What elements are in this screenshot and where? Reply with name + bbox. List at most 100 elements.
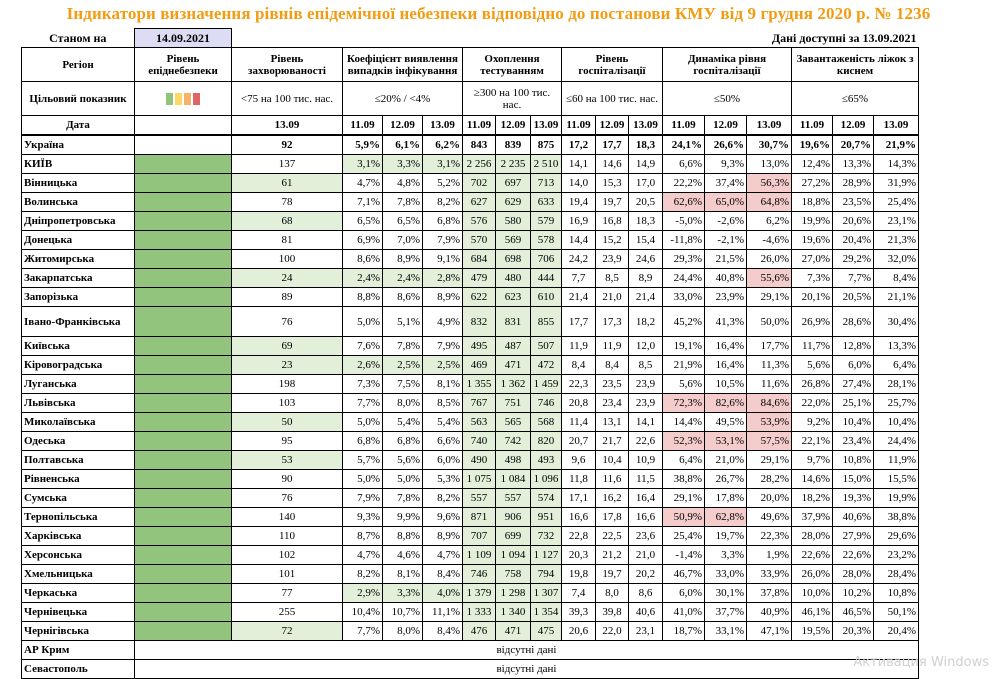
table-row: КИЇВ 137 3,1% 3,3% 3,1% 2 256 2 235 2 510 14,1 14… bbox=[21, 154, 919, 174]
testing-cell: 746 bbox=[462, 564, 496, 584]
hosp-dynamics-cell: 50,9% bbox=[662, 507, 705, 527]
hosp-dynamics-cell: 40,8% bbox=[704, 268, 747, 288]
table-row: Миколаївська 50 5,0% 5,4% 5,4% 563 565 568 11,4 1… bbox=[21, 412, 919, 432]
testing-cell: 742 bbox=[495, 431, 531, 451]
oxygen-cell: 37,9% bbox=[791, 507, 833, 527]
incidence-cell: 77 bbox=[231, 583, 343, 603]
hosp-cell: 8,4 bbox=[595, 355, 629, 375]
hosp-dynamics-cell: 56,3% bbox=[746, 173, 792, 193]
oxygen-cell: 23,4% bbox=[832, 431, 874, 451]
detection-cell: 4,7% bbox=[342, 545, 383, 565]
oxygen-cell: 26,9% bbox=[791, 306, 833, 337]
oxygen-cell: 20,6% bbox=[832, 211, 874, 231]
detection-cell: 11,1% bbox=[422, 602, 463, 622]
testing-cell: 557 bbox=[495, 488, 531, 508]
table-row: Львівська 103 7,7% 8,0% 8,5% 767 751 746 20,8 23,… bbox=[21, 393, 919, 413]
testing-cell: 472 bbox=[530, 355, 562, 375]
oxygen-cell: 13,3% bbox=[832, 154, 874, 174]
date-cell: 11.09 bbox=[342, 115, 383, 136]
detection-cell: 8,1% bbox=[422, 374, 463, 394]
detection-cell: 7,1% bbox=[342, 192, 383, 212]
hosp-cell: 24,6 bbox=[628, 249, 663, 269]
level-cell bbox=[134, 173, 232, 193]
hosp-cell: 11,5 bbox=[628, 469, 663, 489]
hosp-cell: 17,1 bbox=[561, 488, 596, 508]
testing-cell: 479 bbox=[462, 268, 496, 288]
incidence-cell: 102 bbox=[231, 545, 343, 565]
hosp-dynamics-cell: 37,4% bbox=[704, 173, 747, 193]
oxygen-cell: 46,1% bbox=[791, 602, 833, 622]
testing-cell: 576 bbox=[462, 211, 496, 231]
hosp-cell: 22,5 bbox=[595, 526, 629, 546]
hosp-dynamics-cell: 20,0% bbox=[746, 488, 792, 508]
target-hosp: ≤60 на 100 тис. нас. bbox=[561, 81, 663, 116]
region-name: Київська bbox=[21, 336, 135, 356]
table-row: Запорізька 89 8,8% 8,6% 8,9% 622 623 610 21,4 21,… bbox=[21, 287, 919, 307]
detection-cell: 8,4% bbox=[422, 621, 463, 641]
hosp-dynamics-cell: 84,6% bbox=[746, 393, 792, 413]
hosp-cell: 16,2 bbox=[595, 488, 629, 508]
level-swatch bbox=[166, 92, 173, 105]
hosp-cell: 22,8 bbox=[561, 526, 596, 546]
hosp-dynamics-cell: 23,9% bbox=[704, 287, 747, 307]
hosp-dynamics-cell: 37,8% bbox=[746, 583, 792, 603]
incidence-cell: 78 bbox=[231, 192, 343, 212]
oxygen-cell: 6,0% bbox=[832, 355, 874, 375]
testing-cell: 507 bbox=[530, 336, 562, 356]
incidence-cell: 137 bbox=[231, 154, 343, 174]
testing-cell: 1 459 bbox=[530, 374, 562, 394]
detection-cell: 7,3% bbox=[342, 374, 383, 394]
incidence-cell: 76 bbox=[231, 306, 343, 337]
detection-cell: 5,3% bbox=[422, 469, 463, 489]
hosp-cell: 39,8 bbox=[595, 602, 629, 622]
level-swatch bbox=[184, 92, 191, 105]
oxygen-cell: 21,1% bbox=[873, 287, 919, 307]
oxygen-cell: 19,9% bbox=[791, 211, 833, 231]
table-row: Чернігівська 72 7,7% 8,0% 8,4% 476 471 475 20,6 2… bbox=[21, 621, 919, 641]
hosp-cell: 22,3 bbox=[561, 374, 596, 394]
hosp-cell: 20,2 bbox=[628, 564, 663, 584]
oxygen-cell: 15,5% bbox=[873, 469, 919, 489]
hosp-dynamics-cell: 37,7% bbox=[704, 602, 747, 622]
oxygen-cell: 28,6% bbox=[832, 306, 874, 337]
region-name: Харківська bbox=[21, 526, 135, 546]
incidence-cell: 61 bbox=[231, 173, 343, 193]
level-cell bbox=[134, 431, 232, 451]
incidence-cell: 198 bbox=[231, 374, 343, 394]
hosp-dynamics-cell: 21,0% bbox=[704, 450, 747, 470]
hosp-cell: 11,6 bbox=[595, 469, 629, 489]
testing-cell: 565 bbox=[495, 412, 531, 432]
date-cell: 13.09 bbox=[530, 115, 562, 136]
target-label: Цільовий показник bbox=[21, 81, 135, 116]
testing-cell: 794 bbox=[530, 564, 562, 584]
hosp-dynamics-cell: 5,6% bbox=[662, 374, 705, 394]
detection-cell: 8,9% bbox=[382, 249, 423, 269]
hosp-dynamics-cell: 53,1% bbox=[704, 431, 747, 451]
testing-cell: 498 bbox=[495, 450, 531, 470]
oxygen-cell: 25,4% bbox=[873, 192, 919, 212]
hosp-cell: 8,9 bbox=[628, 268, 663, 288]
date-incidence: 13.09 bbox=[231, 115, 343, 136]
hosp-cell: 8,6 bbox=[628, 583, 663, 603]
hosp-cell: 23,9 bbox=[628, 374, 663, 394]
detection-cell: 5,1% bbox=[382, 306, 423, 337]
hosp-dynamics-cell: 10,5% bbox=[704, 374, 747, 394]
level-cell bbox=[134, 336, 232, 356]
level-cell bbox=[134, 355, 232, 375]
incidence-cell: 90 bbox=[231, 469, 343, 489]
page-title: Індикатори визначення рівнів епідемічної… bbox=[66, 4, 931, 23]
hosp-dynamics-cell: 64,8% bbox=[746, 192, 792, 212]
detection-cell: 2,8% bbox=[422, 268, 463, 288]
oxygen-cell: 22,6% bbox=[832, 545, 874, 565]
table-row: Луганська 198 7,3% 7,5% 8,1% 1 355 1 362 1 459 2… bbox=[21, 374, 919, 394]
testing-cell: 1 084 bbox=[495, 469, 531, 489]
oxygen-cell: 11,9% bbox=[873, 450, 919, 470]
detection-cell: 2,4% bbox=[382, 268, 423, 288]
hosp-dynamics-cell: 49,6% bbox=[746, 507, 792, 527]
oxygen-cell: 30,4% bbox=[873, 306, 919, 337]
oxygen-cell: 19,3% bbox=[832, 488, 874, 508]
hosp-dynamics-cell: 26,7% bbox=[704, 469, 747, 489]
hosp-cell: 15,3 bbox=[595, 173, 629, 193]
oxygen-cell: 21,3% bbox=[873, 230, 919, 250]
testing-cell: 578 bbox=[530, 230, 562, 250]
